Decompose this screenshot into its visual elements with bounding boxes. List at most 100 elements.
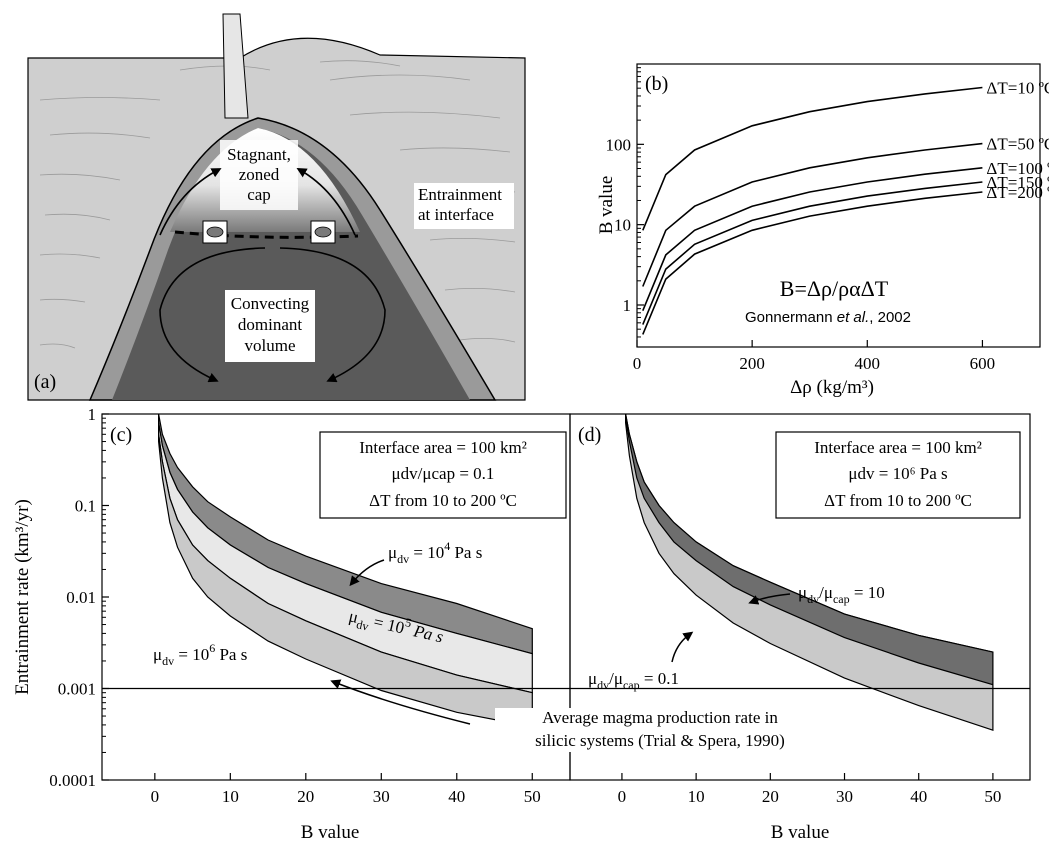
convecting-label-line: Convecting (231, 294, 310, 313)
cap-label-box (220, 140, 298, 210)
x-tick-label: 0 (151, 787, 160, 806)
equation: B=Δρ/ραΔT (780, 276, 889, 301)
info-box-line: ΔT from 10 to 200 ºC (369, 491, 517, 510)
band-label-ratio01: μdv/μcap = 0.1 (588, 669, 679, 692)
citation: Gonnermann et al., 2002 (745, 309, 911, 326)
convection-arrows (159, 168, 386, 383)
x-tick-label: 40 (910, 787, 927, 806)
cap-label-line: zoned (239, 165, 280, 184)
series-label: ΔT=150 ºC (986, 173, 1049, 192)
tongue-icon (310, 220, 336, 244)
arrow-footnote (330, 679, 471, 725)
citation-year: , 2002 (869, 309, 911, 326)
arrow-ratio01 (671, 631, 694, 663)
x-tick-label: 40 (448, 787, 465, 806)
x-axis-title: B value (771, 822, 830, 843)
info-box-line: Interface area = 100 km² (359, 438, 527, 457)
band-area (625, 413, 994, 686)
y-axis-title: B value (596, 176, 617, 235)
x-tick-label: 50 (984, 787, 1001, 806)
panel-label: (d) (578, 424, 601, 446)
footnote-box (495, 708, 765, 752)
panel-label: (c) (110, 424, 132, 446)
x-tick-label: 0 (633, 354, 642, 373)
band-label-mu6: μdv = 106 Pa s (153, 641, 247, 668)
cap-label-line: Stagnant, (227, 145, 291, 164)
arrow-ratio10 (748, 593, 791, 605)
axes-group: 0 200 400 600 1 10 100 (606, 67, 996, 373)
chart-panel-c: 0 10 20 30 40 50 0.0001 0.001 0.01 0.1 1 (c) Inter… (12, 405, 571, 843)
series-line (642, 142, 983, 287)
citation-authors: Gonnermann (745, 309, 837, 326)
x-tick-label: 600 (970, 354, 996, 373)
series-line (642, 181, 983, 325)
y-tick-label: 1 (88, 405, 97, 424)
info-box: Interface area = 100 km² μdv = 10⁶ Pa s … (775, 431, 1021, 519)
x-tick-label: 20 (297, 787, 314, 806)
info-box-frame (319, 431, 567, 519)
series-line (642, 86, 983, 231)
arrow-mu4 (349, 559, 385, 587)
y-tick-label: 0.0001 (49, 771, 96, 790)
footnote: Average magma production rate in silicic… (495, 708, 785, 752)
panel-label: (b) (645, 73, 668, 95)
info-box-line: μdv = 10⁶ Pa s (848, 464, 947, 483)
cap-label: Stagnant, zoned cap (220, 140, 298, 210)
entrainment-label: Entrainment at interface (414, 183, 514, 229)
footnote-line: silicic systems (Trial & Spera, 1990) (535, 731, 785, 750)
info-box-frame (775, 431, 1021, 519)
entrainment-label-line: Entrainment (418, 185, 502, 204)
cap-label-line: cap (247, 185, 271, 204)
x-tick-label: 10 (222, 787, 239, 806)
y-tick-label: 0.01 (66, 588, 96, 607)
panel-label: (a) (34, 371, 56, 393)
x-axis-title: B value (301, 822, 360, 843)
x-tick-label: 200 (739, 354, 765, 373)
x-tick-label: 400 (855, 354, 881, 373)
series-line (642, 167, 983, 312)
entrainment-label-line: at interface (418, 205, 494, 224)
x-tick-label: 10 (688, 787, 705, 806)
axes-group: 0 10 20 30 40 50 0.0001 0.001 0.01 0.1 1 (49, 405, 541, 806)
x-tick-label: 20 (762, 787, 779, 806)
schematic-panel: Stagnant, zoned cap Entrainment at inter… (27, 13, 526, 401)
bands-group (570, 413, 1030, 732)
x-tick-label: 30 (373, 787, 390, 806)
chart-panel-d: 0 10 20 30 40 50 (d) Interface area = 100 km²… (569, 413, 1031, 843)
y-tick-label: 10 (614, 216, 631, 235)
band-label-mu5: μdv = 105 Pa s (346, 602, 446, 650)
info-box-line: ΔT from 10 to 200 ºC (824, 491, 972, 510)
y-axis-title: Entrainment rate (km³/yr) (12, 499, 33, 695)
series-line (642, 191, 983, 335)
entrainment-label-box (414, 183, 514, 229)
convecting-label-box (225, 290, 315, 362)
series-label: ΔT=50 ºC (986, 135, 1049, 154)
info-box-line: Interface area = 100 km² (814, 438, 982, 457)
convecting-label-line: volume (245, 336, 296, 355)
y-tick-label: 0.1 (75, 497, 96, 516)
tongue-icon (202, 220, 228, 244)
series-label: ΔT=10 ºC (986, 78, 1049, 97)
x-tick-label: 0 (618, 787, 627, 806)
conduit (222, 13, 249, 119)
bands-group (102, 413, 570, 728)
x-axis-title: Δρ (kg/m³) (790, 377, 874, 398)
band-label-ratio10: μdv/μcap = 10 (798, 583, 885, 606)
series-label: ΔT=200 ºC (986, 183, 1049, 202)
x-tick-label: 50 (524, 787, 541, 806)
info-box: Interface area = 100 km² μdv/μcap = 0.1 … (319, 431, 567, 519)
band-label-mu4: μdv = 104 Pa s (388, 539, 482, 566)
footnote-line: Average magma production rate in (542, 708, 778, 727)
y-tick-label: 0.001 (58, 680, 96, 699)
series-label: ΔT=100 ºC (986, 159, 1049, 178)
y-tick-label: 100 (606, 135, 632, 154)
convecting-label-line: dominant (238, 315, 302, 334)
plot-frame (636, 63, 1041, 348)
annotation-arrows (671, 593, 791, 663)
axes-group: 0 10 20 30 40 50 (618, 773, 1001, 806)
plot-frame (569, 413, 1031, 781)
interface-line (174, 230, 359, 239)
